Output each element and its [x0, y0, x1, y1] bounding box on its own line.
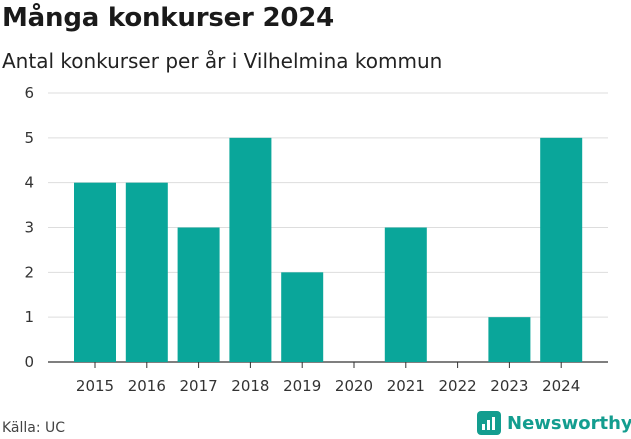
- x-axis-ticks: 2015 2016 2017 2018 2019 2020 2021 2022 2023 2024: [76, 362, 580, 395]
- bar-2024: [540, 137, 583, 362]
- bar-chart: 0 1 2 3 4 5 6 2015 2016 2017 2018 2019 2020 2021 2022…: [24, 84, 608, 395]
- brand-name: Newsworthy: [507, 412, 631, 434]
- x-tick-label: 2023: [490, 377, 528, 395]
- bar-2016: [125, 182, 168, 362]
- y-tick-label: 4: [24, 174, 34, 192]
- bar-2021: [384, 227, 427, 362]
- y-tick-label: 1: [24, 308, 34, 326]
- bar-2019: [281, 272, 324, 362]
- x-tick-label: 2018: [231, 377, 269, 395]
- x-tick-label: 2017: [180, 377, 218, 395]
- x-tick-label: 2020: [335, 377, 373, 395]
- x-tick-label: 2016: [128, 377, 166, 395]
- y-tick-label: 6: [24, 84, 34, 102]
- x-tick-label: 2022: [439, 377, 477, 395]
- y-axis-ticks: 0 1 2 3 4 5 6: [24, 84, 34, 371]
- x-tick-label: 2021: [387, 377, 425, 395]
- bars: [74, 137, 583, 362]
- x-tick-label: 2024: [542, 377, 580, 395]
- y-tick-label: 5: [24, 129, 34, 147]
- newsworthy-logo[interactable]: Newsworthy: [476, 410, 631, 436]
- y-tick-label: 3: [24, 219, 34, 237]
- newsworthy-logo-icon: [477, 411, 501, 435]
- y-tick-label: 2: [24, 263, 34, 281]
- x-tick-label: 2019: [283, 377, 321, 395]
- bar-2018: [229, 137, 272, 362]
- chart-subtitle: Antal konkurser per år i Vilhelmina komm…: [2, 49, 443, 73]
- bar-2017: [177, 227, 220, 362]
- source-note: Källa: UC: [2, 420, 66, 436]
- bar-2023: [488, 317, 531, 362]
- y-tick-label: 0: [24, 353, 34, 371]
- chart-title: Många konkurser 2024: [2, 3, 335, 33]
- x-tick-label: 2015: [76, 377, 114, 395]
- bar-2015: [74, 182, 116, 362]
